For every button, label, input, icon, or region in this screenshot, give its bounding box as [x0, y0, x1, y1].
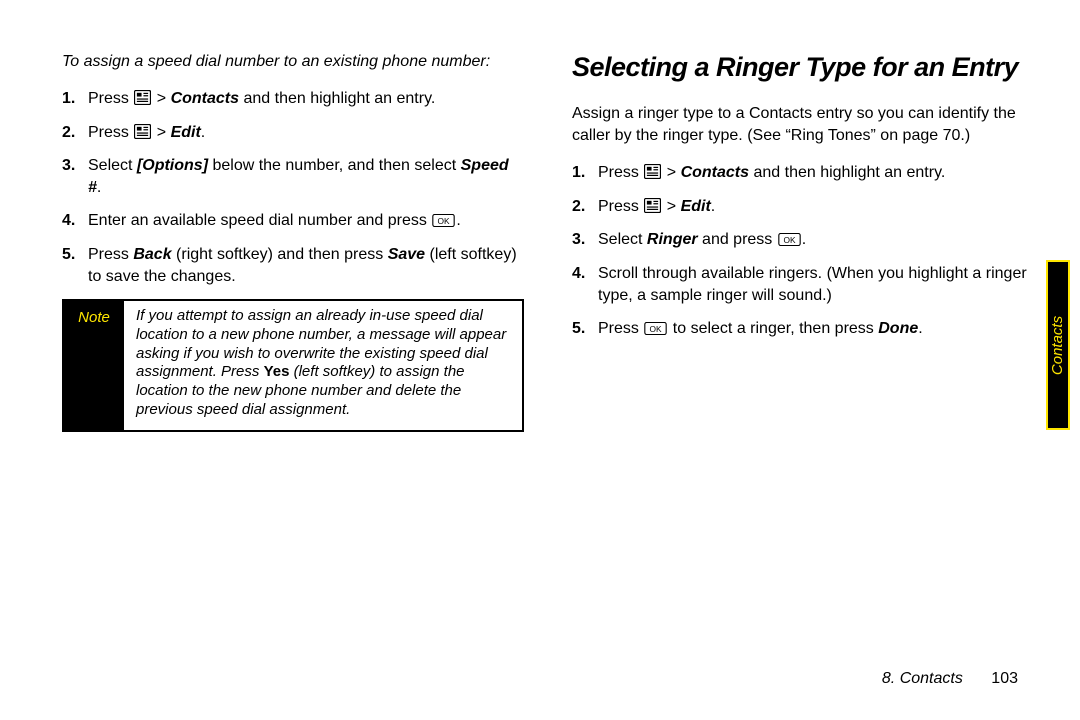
left-steps: Press > Contacts and then highlight an e…	[62, 88, 524, 287]
step: Press > Contacts and then highlight an e…	[62, 88, 524, 110]
menu-key-icon	[134, 90, 151, 105]
step: Select [Options] below the number, and t…	[62, 155, 524, 198]
note-label: Note	[64, 307, 124, 326]
ok-key-icon	[432, 214, 455, 227]
ok-key-icon	[644, 322, 667, 335]
note-text: If you attempt to assign an already in-u…	[124, 307, 512, 420]
footer-chapter: 8. Contacts	[882, 670, 963, 687]
step: Scroll through available ringers. (When …	[572, 263, 1034, 306]
menu-key-icon	[644, 198, 661, 213]
step: Enter an available speed dial number and…	[62, 210, 524, 232]
menu-key-icon	[644, 164, 661, 179]
step: Press Back (right softkey) and then pres…	[62, 244, 524, 287]
right-steps: Press > Contacts and then highlight an e…	[572, 162, 1034, 340]
intro-text: To assign a speed dial number to an exis…	[62, 52, 524, 72]
step: Press to select a ringer, then press Don…	[572, 318, 1034, 340]
intro-paragraph: Assign a ringer type to a Contacts entry…	[572, 103, 1034, 146]
step: Select Ringer and press .	[572, 229, 1034, 251]
right-column: Selecting a Ringer Type for an Entry Ass…	[572, 52, 1034, 432]
section-tab-label: Contacts	[1050, 315, 1067, 374]
section-heading: Selecting a Ringer Type for an Entry	[572, 52, 1034, 83]
note-box: Note If you attempt to assign an already…	[62, 299, 524, 432]
step: Press > Edit.	[62, 122, 524, 144]
step: Press > Contacts and then highlight an e…	[572, 162, 1034, 184]
left-column: To assign a speed dial number to an exis…	[62, 52, 524, 432]
ok-key-icon	[778, 233, 801, 246]
page-footer: 8. Contacts 103	[882, 670, 1018, 688]
menu-key-icon	[134, 124, 151, 139]
footer-page-number: 103	[991, 670, 1018, 687]
section-tab: Contacts	[1046, 260, 1070, 430]
step: Press > Edit.	[572, 196, 1034, 218]
